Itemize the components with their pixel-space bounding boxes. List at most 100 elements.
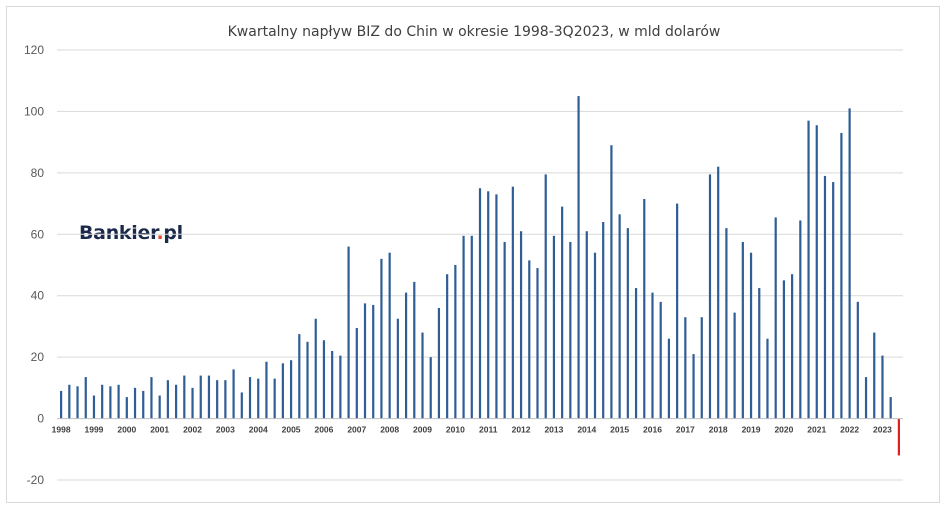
bar: [856, 301, 859, 419]
logo-tld: pl: [163, 222, 183, 244]
y-tick-label: 120: [24, 43, 44, 57]
bar: [832, 182, 835, 419]
x-tick-label: 2019: [742, 425, 761, 435]
bar: [602, 222, 605, 419]
logo-name: Bankier: [79, 222, 157, 244]
bar: [684, 317, 687, 419]
y-tick-label: -20: [27, 473, 45, 487]
bar: [634, 288, 638, 419]
bar: [421, 332, 424, 419]
bar: [413, 281, 416, 419]
x-tick-label: 2013: [544, 425, 563, 435]
bar: [216, 380, 219, 419]
x-tick-label: 2011: [479, 425, 498, 435]
bar: [396, 318, 399, 419]
bar: [585, 231, 588, 419]
bar: [174, 384, 178, 419]
bar: [437, 308, 441, 419]
bar: [224, 380, 227, 419]
bar: [240, 392, 243, 419]
x-tick-label: 2004: [249, 425, 268, 435]
bar: [306, 341, 309, 419]
bar: [495, 194, 498, 419]
bar: [643, 198, 646, 419]
bar: [372, 304, 375, 419]
bar: [610, 145, 613, 419]
x-tick-label: 2009: [413, 425, 432, 435]
bar: [487, 191, 490, 419]
y-tick-label: 40: [31, 289, 45, 303]
x-tick-label: 2012: [512, 425, 531, 435]
bar: [76, 386, 79, 419]
bar: [68, 384, 71, 419]
bar: [544, 174, 547, 419]
bar: [380, 258, 383, 419]
logo-dot: .: [156, 222, 164, 244]
bar: [248, 377, 252, 419]
bar: [791, 274, 794, 419]
bar: [257, 378, 260, 419]
bar: [511, 186, 514, 419]
bar: [347, 246, 350, 419]
bar: [281, 363, 284, 419]
bar: [881, 355, 884, 419]
bar: [158, 395, 161, 419]
bar: [355, 327, 358, 419]
bar: [667, 338, 671, 419]
bar: [298, 334, 301, 419]
bar: [741, 241, 744, 419]
bar: [462, 235, 465, 419]
bar: [446, 274, 449, 419]
bar: [708, 174, 712, 419]
x-tick-label: 2016: [643, 425, 662, 435]
bar: [503, 241, 506, 419]
bar: [207, 375, 211, 419]
bar: [339, 355, 342, 419]
bar: [265, 361, 268, 419]
bar: [873, 332, 876, 419]
x-axis-ticks: 1998 1999 2000 2001 2002 2003 2004 2005 2006 2007…: [52, 425, 893, 435]
bar: [676, 203, 679, 419]
bar: [166, 380, 169, 419]
x-tick-label: 1999: [85, 425, 104, 435]
bar: [404, 292, 408, 419]
bar: [101, 384, 104, 419]
bar: [774, 217, 777, 419]
bar: [840, 132, 843, 419]
bar: [577, 96, 580, 419]
bar: [84, 377, 87, 419]
bar: [659, 301, 662, 419]
bar: [536, 268, 539, 419]
bar: [331, 351, 334, 419]
bar: [183, 375, 186, 419]
x-tick-label: 2003: [216, 425, 235, 435]
bar: [232, 369, 235, 419]
y-tick-label: 20: [31, 350, 45, 364]
bar: [733, 312, 736, 419]
bar: [651, 292, 654, 419]
bar: [782, 280, 786, 419]
x-tick-label: 2008: [380, 425, 399, 435]
bar: [150, 377, 153, 419]
bar: [322, 340, 326, 419]
bar: [289, 360, 293, 419]
bar: [388, 252, 391, 419]
bar: [552, 235, 556, 419]
x-tick-label: 2017: [676, 425, 695, 435]
x-tick-label: 2000: [117, 425, 136, 435]
x-tick-label: 2023: [873, 425, 892, 435]
bar: [363, 303, 367, 419]
bar: [766, 338, 769, 419]
bar: [823, 175, 827, 419]
bar: [133, 387, 137, 419]
bar: [561, 206, 564, 419]
y-tick-label: 60: [31, 227, 45, 241]
bar: [109, 386, 112, 419]
bar: [125, 397, 128, 419]
y-tick-label: 80: [31, 166, 45, 180]
x-tick-label: 2015: [610, 425, 629, 435]
y-axis-ticks: 120 100 80 60 40 20 0 -20: [24, 43, 44, 487]
x-tick-label: 2006: [314, 425, 333, 435]
bar: [117, 384, 120, 419]
